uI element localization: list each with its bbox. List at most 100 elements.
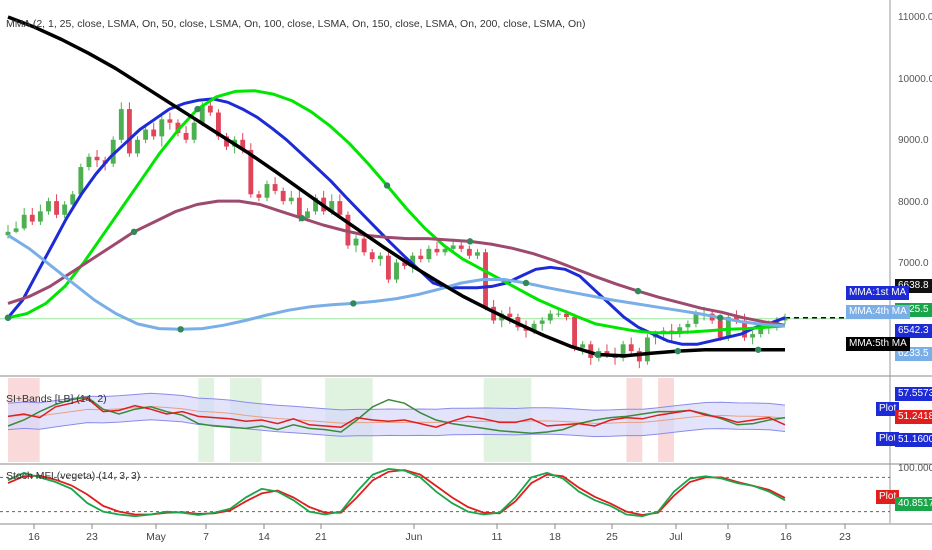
x-tick: 21 <box>315 531 327 543</box>
candle-body <box>305 211 310 219</box>
cross-dot <box>194 105 201 113</box>
stoch-k-line <box>7 467 786 518</box>
candle-body <box>70 194 76 205</box>
candle-body <box>442 248 448 253</box>
candle-body <box>272 184 278 191</box>
candle-body <box>758 327 764 335</box>
candle-body <box>21 214 27 229</box>
candle-body <box>369 252 375 260</box>
rsi-plot-label: Plot <box>876 402 900 416</box>
candle-body <box>135 139 140 154</box>
candle-body <box>37 211 43 222</box>
cross-dot <box>350 300 357 307</box>
candle-body <box>5 231 11 236</box>
cross-dot <box>594 351 601 358</box>
x-tick: Jun <box>405 531 423 543</box>
candle-body <box>418 255 424 260</box>
candle-body <box>240 139 246 150</box>
candle-body <box>126 109 132 154</box>
x-tick: 7 <box>203 531 209 543</box>
cross-dot <box>298 214 306 222</box>
price-tick: 7000.0 <box>898 258 929 269</box>
candle-body <box>54 201 59 215</box>
x-tick: 9 <box>725 531 731 543</box>
candle-body <box>636 351 642 362</box>
candle-body <box>46 201 51 212</box>
price-tick: 10000.0 <box>898 74 932 85</box>
ma5-line <box>7 15 785 358</box>
candle-body <box>604 351 610 355</box>
candle-body <box>734 317 739 321</box>
cross-dot <box>383 182 391 189</box>
candle-body <box>620 344 626 358</box>
ma-label-4th: MMA:4th MA <box>846 305 910 319</box>
candle-body <box>555 313 561 315</box>
candle-body <box>385 255 391 280</box>
price-tick: 8000.0 <box>898 197 929 208</box>
rsi-tag-upper: 57.5573 <box>895 387 932 401</box>
x-tick: 14 <box>258 531 270 543</box>
candle-body <box>118 109 124 140</box>
candle-body <box>693 313 699 324</box>
candle-body <box>78 167 84 195</box>
price-tag-ma1: 6542.3 <box>895 324 932 338</box>
candle-body <box>564 313 569 318</box>
candle-body <box>677 327 683 335</box>
rsi-tag-value: 51.2418 <box>895 410 932 424</box>
band-basis <box>7 405 786 424</box>
cross-dot <box>466 238 474 245</box>
candle-body <box>475 252 480 256</box>
upper-band <box>7 392 786 411</box>
candle-body <box>361 238 367 253</box>
candle-body <box>466 248 472 256</box>
price-tick: 11000.0 <box>898 12 932 23</box>
cross-dot <box>522 279 530 287</box>
candle-body <box>296 197 302 219</box>
ma-label-5th: MMA:5th MA <box>846 337 910 351</box>
candle-body <box>175 122 181 133</box>
candle-body <box>539 320 545 324</box>
candle-body <box>434 248 440 253</box>
ma4-line <box>7 233 786 331</box>
x-tick: Jul <box>669 531 683 543</box>
price-tick: 9000.0 <box>898 135 929 146</box>
x-tick: 23 <box>86 531 98 543</box>
candle-body <box>572 317 577 348</box>
x-tick: 16 <box>28 531 40 543</box>
candle-body <box>94 156 100 161</box>
x-tick: May <box>146 531 166 543</box>
candle-body <box>199 105 205 123</box>
candle-body <box>426 248 432 260</box>
candle-body <box>216 112 221 137</box>
ma2-line <box>7 89 786 335</box>
candle-body <box>191 122 197 140</box>
candle-body <box>264 184 270 198</box>
rsi-tag-basis: 51.1600 <box>895 433 932 447</box>
candle-body <box>685 323 691 328</box>
candle-body <box>531 323 537 331</box>
cross-dot <box>4 314 12 321</box>
candle-body <box>110 139 116 164</box>
stoch-tag-value: 40.8517 <box>895 497 932 511</box>
cross-dot <box>717 314 724 321</box>
ma-label-1st: MMA:1st MA <box>846 286 910 300</box>
candle-body <box>377 255 383 260</box>
lower-band <box>7 419 786 438</box>
stoch-tick: 100.0000 <box>898 463 932 474</box>
candle-body <box>750 334 756 338</box>
candle-body <box>151 129 157 137</box>
candle-body <box>580 344 586 348</box>
candle-body <box>159 119 165 137</box>
candle-body <box>507 313 513 318</box>
stoch-plot-label: Plot <box>876 490 900 504</box>
candle-body <box>256 194 262 198</box>
rsi-signal-line <box>7 396 786 434</box>
x-tick: 25 <box>606 531 618 543</box>
candle-body <box>207 105 213 113</box>
candle-body <box>248 150 254 195</box>
rsi-pane-title: SI+Bands [LB] (14, 2) <box>6 393 107 405</box>
candle-body <box>458 245 464 249</box>
candle-body <box>143 129 149 140</box>
